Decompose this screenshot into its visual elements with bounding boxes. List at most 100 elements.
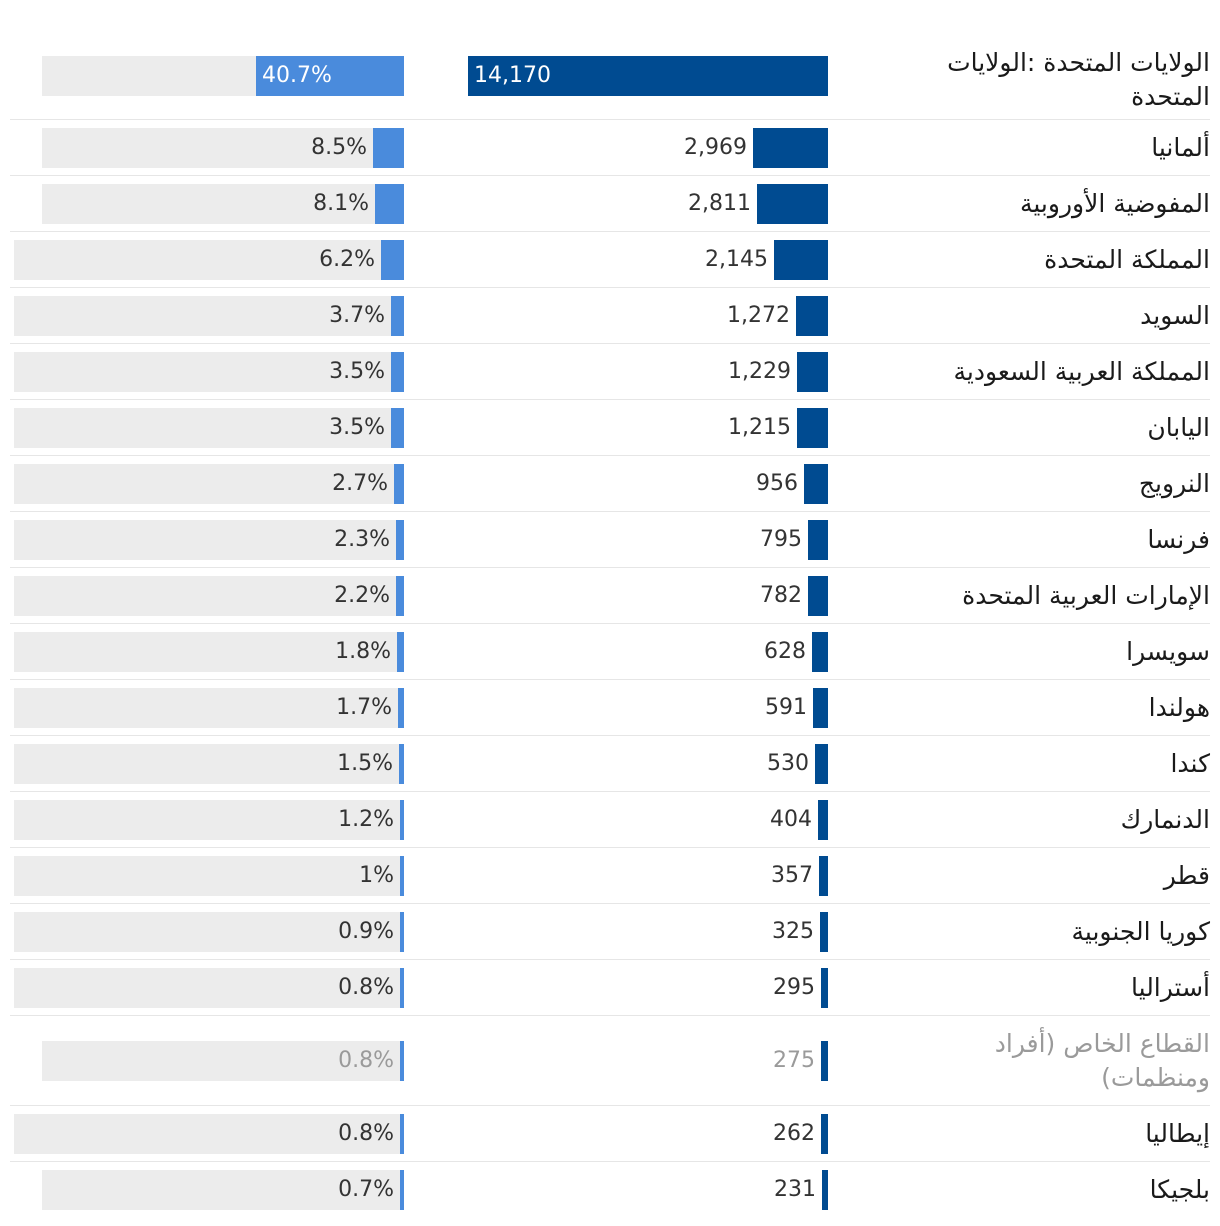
chart-row: الدنمارك 404 1.2%	[0, 792, 1220, 848]
value-label: 1,215	[728, 415, 791, 440]
percent-bar	[396, 576, 404, 616]
row-separator	[10, 455, 1210, 456]
category-label: النرويج	[1138, 469, 1210, 498]
percent-track	[14, 632, 404, 672]
percent-track	[14, 408, 404, 448]
value-label: 782	[760, 583, 802, 608]
percent-bar	[400, 800, 404, 840]
percent-label: 6.2%	[319, 247, 375, 272]
percent-track	[14, 296, 404, 336]
category-label: بلجيكا	[1149, 1175, 1210, 1204]
row-separator	[10, 287, 1210, 288]
percent-track	[42, 128, 404, 168]
percent-label: 1.7%	[336, 695, 392, 720]
value-label: 2,969	[684, 135, 747, 160]
value-label: 956	[756, 471, 798, 496]
percent-bar	[375, 184, 404, 224]
percent-bar	[400, 1114, 404, 1154]
percent-bar	[397, 632, 404, 672]
chart-row: القطاع الخاص (أفراد ومنظمات) 275 0.8%	[0, 1016, 1220, 1106]
value-label: 404	[770, 807, 812, 832]
row-separator	[10, 343, 1210, 344]
percent-track	[42, 184, 404, 224]
percent-label: 1.2%	[338, 807, 394, 832]
category-label: ألمانيا	[1151, 133, 1210, 162]
percent-track	[14, 464, 404, 504]
percent-label: 1%	[359, 863, 394, 888]
category-label: الدنمارك	[1120, 805, 1210, 834]
percent-bar	[398, 688, 404, 728]
percent-track	[42, 1170, 404, 1210]
percent-bar	[394, 464, 404, 504]
category-label: السويد	[1140, 301, 1210, 330]
percent-bar	[400, 1170, 404, 1210]
chart-row: بلجيكا 231 0.7%	[0, 1162, 1220, 1218]
percent-track	[14, 240, 404, 280]
row-separator	[10, 1161, 1210, 1162]
percent-track	[42, 1041, 404, 1081]
category-label: المملكة العربية السعودية	[953, 357, 1210, 386]
percent-label: 3.5%	[329, 359, 385, 384]
category-label: إيطاليا	[1145, 1119, 1210, 1148]
value-label: 591	[765, 695, 807, 720]
row-separator	[10, 1015, 1210, 1016]
value-label: 262	[773, 1121, 815, 1146]
percent-label: 40.7%	[262, 63, 332, 88]
value-label: 795	[760, 527, 802, 552]
value-bar	[812, 632, 828, 672]
percent-label: 0.9%	[338, 919, 394, 944]
chart-row: اليابان 1,215 3.5%	[0, 400, 1220, 456]
value-label: 2,811	[688, 191, 751, 216]
row-separator	[10, 735, 1210, 736]
category-label: كوريا الجنوبية	[1071, 917, 1210, 946]
value-bar	[821, 968, 828, 1008]
value-label: 1,272	[727, 303, 790, 328]
percent-label: 2.2%	[334, 583, 390, 608]
value-label: 14,170	[474, 63, 551, 88]
row-separator	[10, 511, 1210, 512]
percent-bar	[396, 520, 404, 560]
chart-row: قطر 357 1%	[0, 848, 1220, 904]
category-label: المملكة المتحدة	[1044, 245, 1210, 274]
value-label: 1,229	[728, 359, 791, 384]
percent-bar	[391, 408, 404, 448]
row-separator	[10, 959, 1210, 960]
percent-bar	[400, 856, 404, 896]
value-bar	[821, 1041, 828, 1081]
value-bar	[821, 1114, 828, 1154]
value-bar	[797, 352, 828, 392]
percent-label: 1.5%	[337, 751, 393, 776]
chart-row: الولايات المتحدة :الولايات المتحدة 14,170…	[0, 40, 1220, 120]
percent-label: 8.1%	[313, 191, 369, 216]
percent-bar	[399, 744, 404, 784]
value-label: 357	[771, 863, 813, 888]
chart-row: الإمارات العربية المتحدة 782 2.2%	[0, 568, 1220, 624]
percent-label: 0.8%	[338, 975, 394, 1000]
row-separator	[10, 623, 1210, 624]
percent-label: 0.8%	[338, 1121, 394, 1146]
percent-track	[14, 856, 404, 896]
chart-row: النرويج 956 2.7%	[0, 456, 1220, 512]
category-label: كندا	[1170, 749, 1210, 778]
value-bar	[820, 912, 828, 952]
value-bar	[819, 856, 828, 896]
chart-row: المملكة المتحدة 2,145 6.2%	[0, 232, 1220, 288]
percent-bar	[400, 912, 404, 952]
row-separator	[10, 119, 1210, 120]
category-label: الولايات المتحدة :الولايات المتحدة	[947, 48, 1210, 111]
chart-row: كوريا الجنوبية 325 0.9%	[0, 904, 1220, 960]
chart-row: سويسرا 628 1.8%	[0, 624, 1220, 680]
percent-track	[14, 968, 404, 1008]
chart-row: المملكة العربية السعودية 1,229 3.5%	[0, 344, 1220, 400]
value-label: 628	[764, 639, 806, 664]
percent-label: 1.8%	[335, 639, 391, 664]
value-bar	[757, 184, 828, 224]
percent-label: 2.7%	[332, 471, 388, 496]
category-label: القطاع الخاص (أفراد ومنظمات)	[994, 1029, 1210, 1092]
value-bar	[813, 688, 828, 728]
percent-bar	[381, 240, 404, 280]
row-separator	[10, 847, 1210, 848]
value-bar	[818, 800, 828, 840]
category-label: سويسرا	[1126, 637, 1210, 666]
